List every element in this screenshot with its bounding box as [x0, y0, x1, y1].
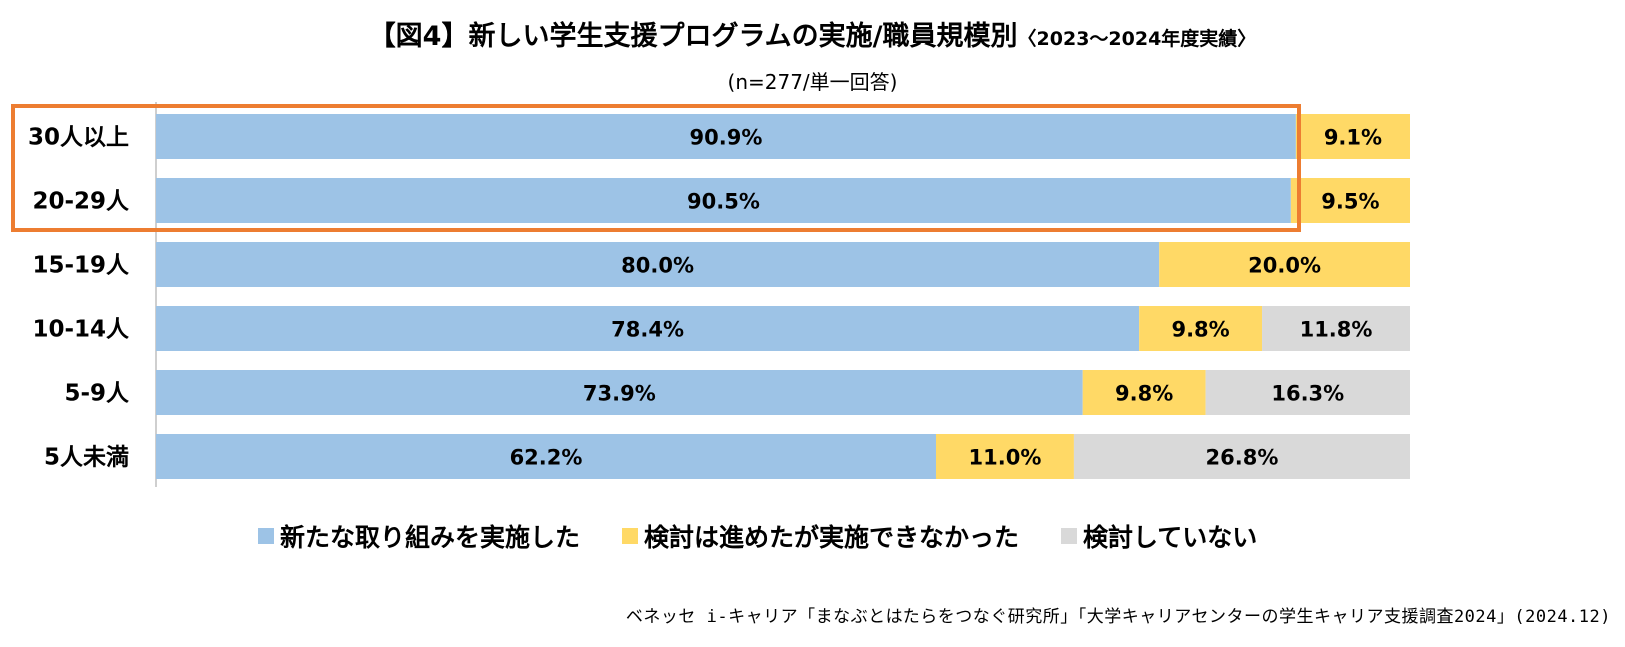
legend-label-considered: 検討は進めたが実施できなかった — [644, 523, 1020, 552]
bar-segment-implemented — [156, 242, 1160, 287]
chart-title-main: 【図4】新しい学生支援プログラムの実施/職員規模別 — [368, 21, 1018, 52]
data-label-considered: 20.0% — [1248, 254, 1321, 278]
bar-segment-considered — [1295, 114, 1410, 159]
data-label-implemented: 62.2% — [510, 446, 583, 470]
legend-label-implemented: 新たな取り組みを実施した — [280, 523, 581, 552]
category-label: 20-29人 — [32, 189, 130, 215]
data-label-implemented: 73.9% — [583, 382, 656, 406]
data-label-not-considered: 26.8% — [1206, 446, 1279, 470]
bar-segment-not-considered — [1205, 370, 1410, 415]
legend-swatch-implemented — [258, 528, 274, 544]
bar-segment-considered — [1139, 306, 1263, 351]
data-label-implemented: 90.9% — [690, 126, 763, 150]
data-label-considered: 11.0% — [969, 446, 1042, 470]
data-label-not-considered: 11.8% — [1300, 318, 1373, 342]
source-credit: ベネッセ i-キャリア「まなぶとはたらをつなぐ研究所」「大学キャリアセンターの学… — [625, 607, 1611, 627]
legend-label-not-considered: 検討していない — [1083, 523, 1258, 552]
chart-title: 【図4】新しい学生支援プログラムの実施/職員規模別〈2023〜2024年度実績〉 — [0, 14, 1625, 53]
data-label-considered: 9.8% — [1171, 318, 1229, 342]
legend-swatch-considered — [622, 528, 639, 544]
category-label: 15-19人 — [32, 253, 130, 279]
legend-item-considered: 検討は進めたが実施できなかった — [622, 518, 1019, 554]
data-label-considered: 9.1% — [1324, 126, 1382, 150]
data-label-implemented: 78.4% — [611, 318, 684, 342]
legend-item-not-considered: 検討していない — [1061, 518, 1257, 554]
category-label: 5人未満 — [44, 445, 129, 471]
category-label: 30人以上 — [28, 125, 129, 151]
bar-segment-considered — [1159, 242, 1410, 287]
legend-item-implemented: 新たな取り組みを実施した — [258, 518, 580, 554]
legend-swatch-not-considered — [1061, 528, 1078, 544]
bar-segment-implemented — [156, 306, 1140, 351]
bar-segment-not-considered — [1073, 434, 1410, 479]
stacked-bar-chart: 30人以上 90.9% 9.1% 20-29人 90.5% 9.5% 15-19人 80.0%… — [11, 102, 1410, 487]
bar-segment-not-considered — [1262, 306, 1410, 351]
data-label-considered: 9.8% — [1115, 382, 1173, 406]
data-label-considered: 9.5% — [1321, 190, 1379, 214]
chart-legend: 新たな取り組みを実施した 検討は進めたが実施できなかった 検討していない — [258, 518, 1299, 554]
data-label-implemented: 90.5% — [687, 190, 760, 214]
category-label: 10-14人 — [32, 317, 130, 343]
bar-segment-implemented — [156, 370, 1083, 415]
bar-segment-considered — [935, 434, 1074, 479]
bar-segment-implemented — [156, 178, 1291, 223]
bar-segment-considered — [1082, 370, 1206, 415]
bar-segment-implemented — [156, 114, 1296, 159]
data-label-not-considered: 16.3% — [1271, 382, 1344, 406]
category-label: 5-9人 — [64, 381, 130, 407]
highlight-box — [11, 104, 1301, 232]
bar-segment-considered — [1290, 178, 1410, 223]
chart-subtitle: (n=277/単一回答) — [727, 70, 898, 94]
chart-title-period: 〈2023〜2024年度実績〉 — [1017, 28, 1257, 50]
data-label-implemented: 80.0% — [621, 254, 694, 278]
bar-segment-implemented — [156, 434, 936, 479]
